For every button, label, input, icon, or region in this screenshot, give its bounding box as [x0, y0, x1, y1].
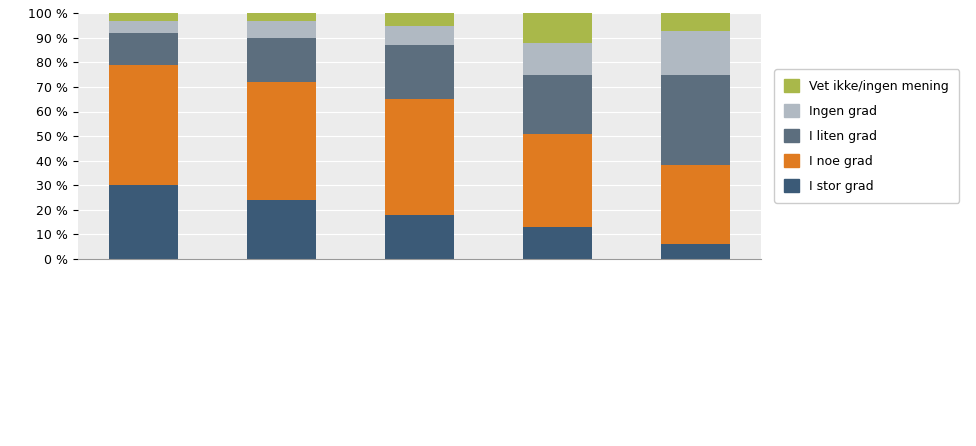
Bar: [109, 65, 179, 185]
Bar: [661, 13, 730, 31]
Bar: [247, 82, 316, 200]
Bar: [386, 99, 454, 215]
Bar: [386, 215, 454, 259]
Bar: [661, 74, 730, 165]
Bar: [247, 200, 316, 259]
Bar: [109, 185, 179, 259]
Legend: Vet ikke/ingen mening, Ingen grad, I liten grad, I noe grad, I stor grad: Vet ikke/ingen mening, Ingen grad, I lit…: [774, 70, 959, 202]
Bar: [661, 244, 730, 259]
Bar: [109, 21, 179, 33]
Bar: [109, 13, 179, 21]
Bar: [386, 25, 454, 45]
Bar: [523, 43, 592, 75]
Bar: [386, 45, 454, 99]
Bar: [523, 227, 592, 259]
Bar: [386, 13, 454, 25]
Bar: [661, 31, 730, 75]
Bar: [523, 134, 592, 227]
Bar: [109, 33, 179, 65]
Bar: [523, 13, 592, 43]
Bar: [523, 74, 592, 134]
Bar: [247, 38, 316, 82]
Bar: [247, 13, 316, 21]
Bar: [247, 21, 316, 38]
Bar: [661, 165, 730, 244]
